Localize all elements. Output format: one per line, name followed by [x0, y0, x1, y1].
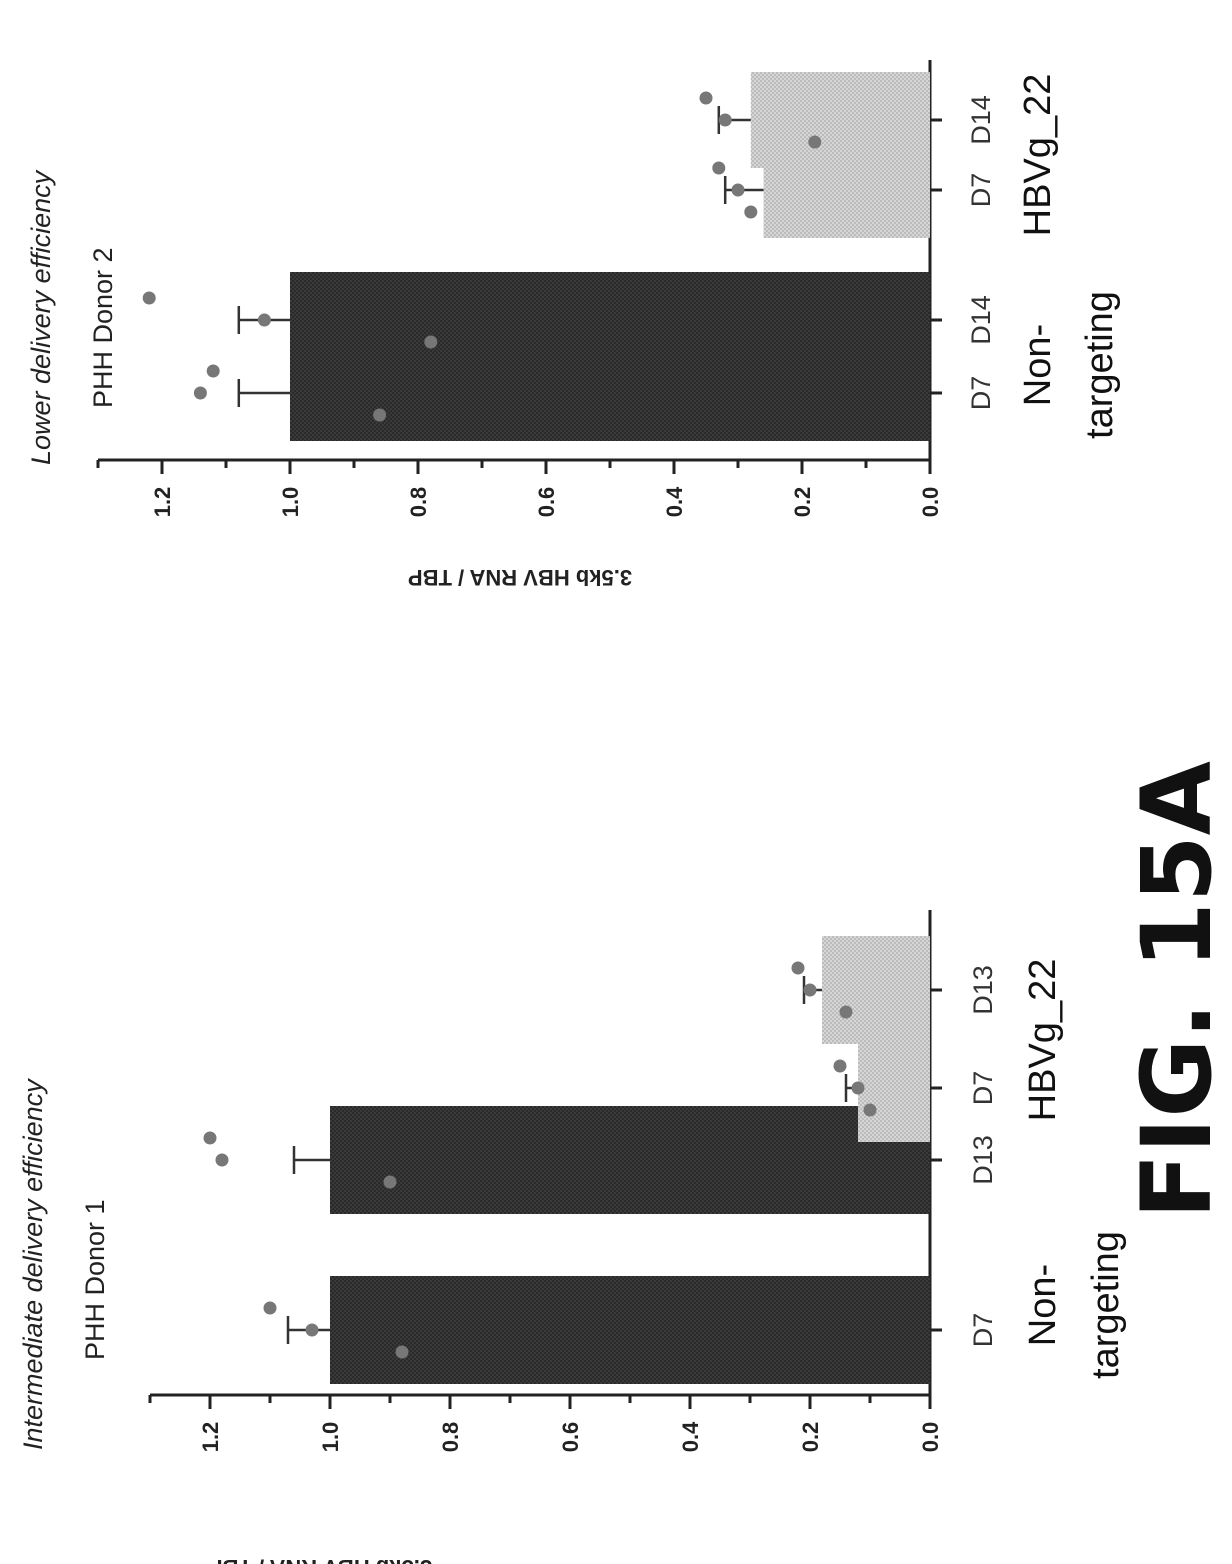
group-label: HBVg_22	[1022, 959, 1064, 1122]
data-point	[257, 313, 271, 327]
category-label: D13	[968, 1135, 998, 1185]
data-point	[712, 161, 726, 175]
chart-title: PHH Donor 1	[80, 1199, 110, 1360]
plot-area: 0.0 0.2 0.4 0.6 0.8 1.0 1.2 D7 D13 D7 D13 Non-targe…	[148, 910, 1127, 1453]
chart-subtitle: Intermediate delivery efficiency	[18, 1078, 48, 1450]
data-point	[383, 1175, 397, 1189]
y-tick-label: 0.2	[790, 487, 815, 518]
data-point	[142, 291, 156, 305]
category-label: D7	[966, 173, 996, 208]
group-label: Non-	[1022, 1264, 1064, 1346]
y-axis-label: 3.5kb HBV RNA / TBP	[408, 565, 632, 590]
y-tick-label: 0.8	[438, 1422, 463, 1453]
category-label: D7	[968, 1313, 998, 1348]
category-label: D7	[966, 376, 996, 411]
group-label-line2: targeting	[1079, 291, 1121, 439]
y-tick-label: 1.0	[278, 487, 303, 518]
bar	[750, 72, 930, 168]
category-label: D14	[966, 95, 996, 145]
data-point	[851, 1081, 865, 1095]
data-point	[193, 386, 207, 400]
data-point	[791, 961, 805, 975]
y-tick-label: 0.0	[918, 1422, 943, 1453]
group-label-line2: targeting	[1085, 1231, 1127, 1379]
data-point	[803, 983, 817, 997]
data-point	[863, 1103, 877, 1117]
chart-subtitle: Lower delivery efficiency	[26, 169, 56, 465]
data-point	[263, 1301, 277, 1315]
data-point	[699, 91, 713, 105]
figure-label: FIG. 15A	[1121, 761, 1232, 1219]
bar	[290, 272, 930, 368]
y-tick-label: 1.2	[150, 487, 175, 518]
chart-donor-2: Lower delivery efficiency PHH Donor 2 3.…	[26, 60, 1121, 590]
y-tick-label: 0.4	[678, 1421, 703, 1452]
data-point	[424, 335, 438, 349]
y-tick-label: 0.0	[918, 487, 943, 518]
category-label: D7	[968, 1071, 998, 1106]
group-label: HBVg_22	[1017, 74, 1059, 237]
bar	[330, 1106, 930, 1214]
category-label: D14	[966, 295, 996, 345]
y-tick-label: 1.0	[318, 1422, 343, 1453]
data-point	[744, 205, 758, 219]
category-label: D13	[968, 965, 998, 1015]
data-point	[206, 364, 220, 378]
data-point	[839, 1005, 853, 1019]
data-point	[718, 113, 732, 127]
y-axis-label: 3.5kb HBV RNA / TBP	[208, 1555, 432, 1564]
data-point	[833, 1059, 847, 1073]
y-tick-label: 1.2	[198, 1422, 223, 1453]
y-tick-label: 0.6	[558, 1422, 583, 1453]
plot-area: 0.0 0.2 0.4 0.6 0.8 1.0 1.2 D7 D14 D7 D14 Non-targe…	[96, 60, 1121, 518]
data-point	[215, 1153, 229, 1167]
y-tick-label: 0.6	[534, 487, 559, 518]
data-point	[203, 1131, 217, 1145]
y-tick-label: 0.4	[662, 486, 687, 517]
chart-title: PHH Donor 2	[88, 247, 118, 408]
chart-donor-1: Intermediate delivery efficiency PHH Don…	[18, 910, 1127, 1564]
data-point	[731, 183, 745, 197]
data-point	[373, 408, 387, 422]
bar	[330, 1276, 930, 1384]
data-point	[305, 1323, 319, 1337]
y-tick-label: 0.8	[406, 487, 431, 518]
data-point	[395, 1345, 409, 1359]
bar	[822, 936, 930, 1044]
y-tick-label: 0.2	[798, 1422, 823, 1453]
group-label: Non-	[1017, 324, 1059, 406]
data-point	[808, 135, 822, 149]
bar	[858, 1034, 930, 1142]
